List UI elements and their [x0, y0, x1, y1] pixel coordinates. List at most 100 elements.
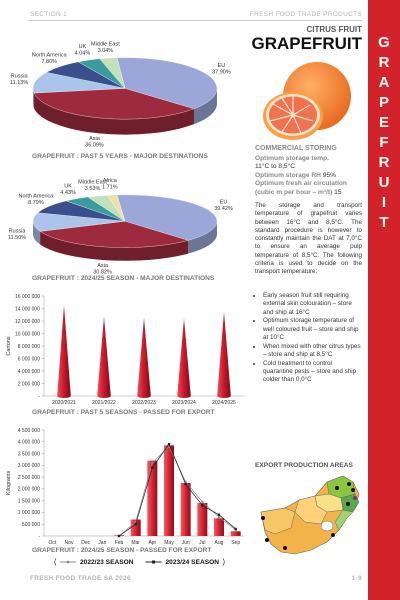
x-tick-label: 2023/2024 — [172, 400, 196, 406]
y-tick-label: - — [38, 394, 40, 400]
pie-slice — [116, 57, 218, 109]
chart-title: GRAPEFRUIT : 2024/25 SEASON - PASSED FOR… — [32, 547, 211, 554]
storing-label: Optimum storage temp. — [255, 155, 330, 162]
page-number: 1-9 — [351, 575, 362, 582]
publication-label: FRESH FOOD TRADE PRODUCTS — [249, 11, 362, 18]
y-tick-label: 3 000 000 — [18, 463, 40, 469]
pie-slice-side — [193, 88, 217, 125]
chart-title: GRAPEFRUIT : 2024/25 SEASON - MAJOR DEST… — [32, 275, 215, 282]
slice-label: Russia — [11, 73, 29, 79]
slice-value-label: 30.82% — [93, 270, 112, 276]
bar — [137, 317, 151, 398]
legend-bracket — [222, 558, 225, 566]
bullet-list: Early season fruit still requiring exter… — [255, 292, 362, 385]
bar — [214, 518, 224, 536]
bar — [230, 531, 241, 536]
series-marker — [151, 461, 154, 465]
y-tick-label: 500 000 — [22, 522, 40, 528]
storing-item: Optimum storage RH 95% — [255, 172, 363, 180]
slice-value-label: 1.71% — [102, 185, 118, 191]
x-tick-label: Dec — [81, 540, 90, 546]
legend-label: 2022/23 SEASON — [80, 559, 134, 566]
slice-label: North America — [32, 52, 68, 58]
y-tick-label: 4 000 000 — [18, 369, 40, 375]
bar — [180, 483, 191, 536]
slice-label: UK — [79, 44, 87, 50]
x-tick-label: Jun — [182, 540, 190, 546]
x-tick-label: 2022/2023 — [132, 400, 156, 406]
map-title: EXPORT PRODUCTION AREAS — [255, 462, 353, 469]
y-tick-label: 10 000 000 — [15, 331, 40, 337]
bar — [177, 318, 191, 398]
slice-label: EU — [220, 199, 228, 205]
series-marker — [217, 515, 221, 519]
footer-publisher: FRESH FOOD TRADE SA 2026 — [30, 575, 131, 582]
y-tick-label: 2 000 000 — [18, 487, 40, 493]
bullet: Early season fruit still requiring exter… — [263, 292, 362, 317]
y-tick-label: 16 000 000 — [15, 294, 40, 300]
y-tick-label: - — [38, 534, 40, 540]
bar-chart: - 2 000 000 4 000 000 6 000 000 8 000 000 10 … — [6, 294, 244, 416]
y-tick-label: 8 000 000 — [18, 344, 40, 350]
pie-slice-side — [34, 93, 194, 135]
pie-slice-side — [33, 88, 35, 109]
slice-label: Russia — [9, 229, 27, 235]
series-marker — [234, 527, 237, 531]
x-tick-label: Jul — [199, 540, 205, 546]
storing-value: 11°C to 8,5°C — [255, 163, 295, 171]
bar — [197, 503, 208, 536]
y-tick-label: 6 000 000 — [18, 356, 40, 362]
x-tick-label: Sep — [231, 540, 240, 546]
pie-slice — [33, 88, 195, 120]
y-axis-label: Kilograms — [6, 471, 12, 496]
series-marker — [217, 513, 221, 516]
bar — [147, 460, 158, 536]
slice-label: Middle East — [78, 179, 107, 185]
x-tick-label: Jan — [98, 540, 106, 546]
storing-item: Optimum fresh air circulation (cubic m p… — [255, 180, 363, 197]
pie-slice-side — [40, 231, 189, 261]
x-tick-label: 2021/2022 — [92, 400, 116, 406]
side-title: GRAPEFRUIT — [375, 34, 393, 234]
slice-value-label: 7.80% — [41, 59, 57, 65]
legend-label: 2023/24 SEASON — [166, 559, 220, 566]
slice-label: Africa — [103, 178, 118, 184]
x-tick-label: 2020/2021 — [52, 400, 76, 406]
pie-slice — [116, 194, 218, 241]
bullet: Cold treatment to control quarantine pes… — [263, 360, 362, 385]
slice-value-label: 37.90% — [212, 70, 231, 76]
storing-items: Optimum storage temp. 11°C to 8,5°C Optim… — [255, 155, 363, 197]
storing-label: Optimum fresh air circulation (cubic m p… — [255, 180, 347, 196]
slice-value-label: 11.50% — [8, 235, 26, 241]
y-tick-label: 2 000 000 — [18, 381, 40, 387]
slice-value-label: 11.13% — [10, 80, 28, 86]
slice-label: UK — [64, 183, 72, 189]
pie-slice — [39, 221, 189, 248]
y-tick-label: 1 500 000 — [18, 498, 40, 504]
slice-label: North America — [19, 194, 55, 200]
series-marker — [201, 500, 204, 504]
storing-label: Optimum storage RH — [255, 171, 321, 179]
storing-value: 15 — [334, 188, 342, 196]
legend-marker — [66, 560, 70, 564]
map — [260, 475, 360, 555]
chart-title: GRAPEFRUIT : PAST 5 SEASONS - PASSED FOR… — [32, 409, 215, 416]
slice-value-label: 4.43% — [60, 190, 76, 196]
y-tick-label: 3 500 000 — [18, 451, 40, 457]
product-name: GRAPEFRUIT — [251, 34, 363, 53]
bar — [217, 311, 231, 398]
x-tick-label: Mar — [131, 540, 140, 546]
sidebar: GRAPEFRUIT — [368, 0, 400, 600]
pie-slice-side — [188, 221, 217, 254]
product-photo — [263, 62, 351, 140]
slice-value-label: 39.42% — [214, 206, 233, 212]
bar — [130, 519, 141, 536]
x-tick-label: Oct — [48, 540, 56, 546]
bullet: When mixed with other citrus types – sto… — [263, 343, 362, 360]
x-tick-label: 2024/2025 — [212, 400, 236, 406]
slice-value-label: 36.09% — [85, 142, 104, 148]
y-tick-label: 4 000 000 — [18, 440, 40, 446]
